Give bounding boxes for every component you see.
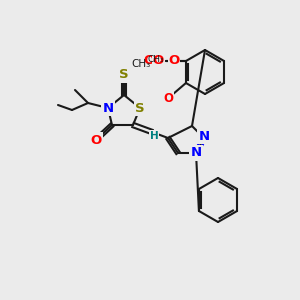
Text: N: N: [190, 146, 202, 160]
Text: O: O: [152, 53, 164, 67]
Text: CH₃: CH₃: [131, 59, 151, 69]
Text: N: N: [102, 101, 114, 115]
Text: O: O: [153, 55, 163, 68]
Text: H: H: [150, 131, 158, 141]
Text: S: S: [135, 101, 145, 115]
Text: CH₃: CH₃: [148, 56, 165, 64]
Text: O: O: [143, 55, 155, 68]
Text: O: O: [90, 134, 102, 146]
Text: N: N: [198, 130, 210, 142]
Text: O: O: [168, 55, 180, 68]
Text: S: S: [119, 68, 129, 82]
Text: O: O: [163, 92, 173, 106]
